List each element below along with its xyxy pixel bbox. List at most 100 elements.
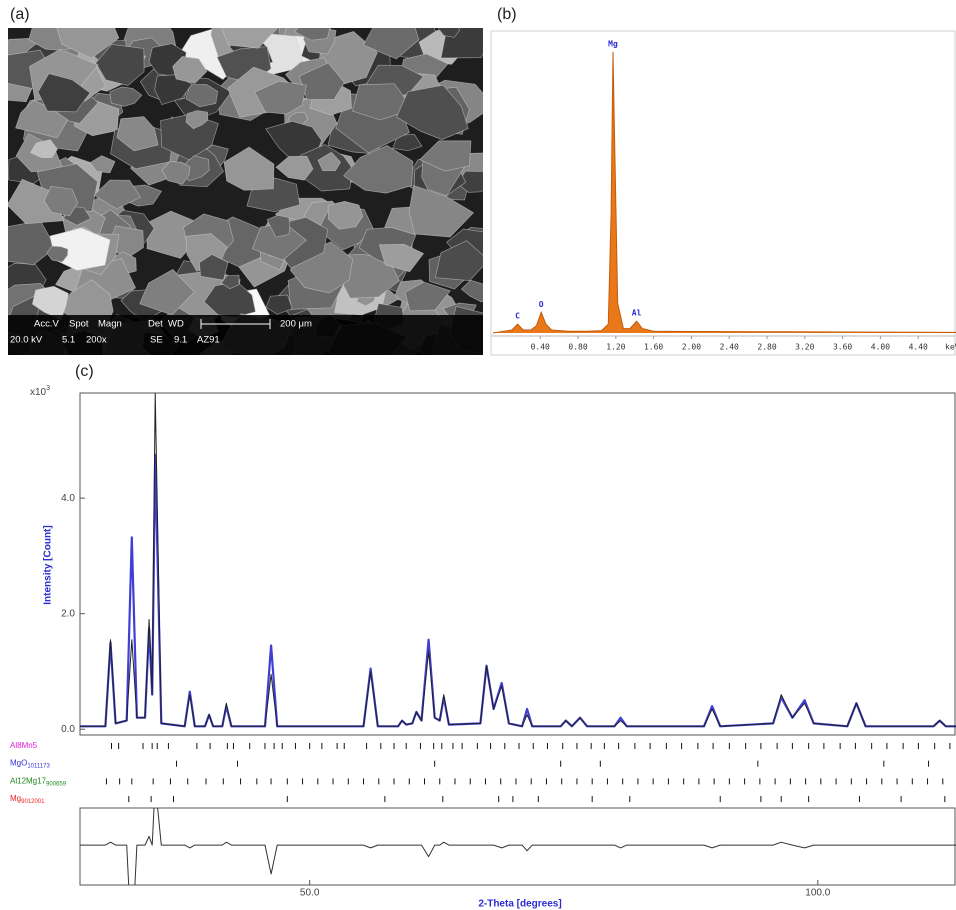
grain [437,28,461,38]
phase-subscript: 9012001 [21,799,45,805]
grain [419,140,472,172]
phase-name: Al8Mn5 [10,741,38,750]
grain [378,243,425,273]
grain [29,139,58,158]
grain [199,253,229,281]
grain [185,84,218,108]
spectrum-line [492,51,956,334]
info-header: WD [168,319,184,330]
x-tick-label: 1.60 [644,343,663,352]
grain [8,220,56,266]
grain [161,161,191,185]
grain [154,74,193,106]
x-tick-label: 3.60 [833,343,852,352]
grain [109,86,143,107]
x-tick-label: 3.20 [795,343,814,352]
grain [396,84,469,140]
x-tick-label: 0.80 [568,343,587,352]
grain [404,281,451,312]
grain [460,279,483,303]
phase-name: Mg [10,794,21,803]
phase-label: Mg9012001 [10,794,45,804]
grain [139,269,195,316]
y-multiplier-base: x10 [30,387,47,398]
x-axis-label: 2-Theta [degrees] [478,899,561,910]
grain [434,240,483,281]
info-value: 20.0 kV [10,335,43,346]
grain [265,120,322,161]
peak-label: O [539,300,544,309]
info-value: SE [150,335,163,346]
info-value: AZ91 [197,335,220,346]
grain [221,28,279,49]
y-multiplier: x103 [30,385,50,398]
grain [116,116,159,152]
grain [343,145,414,194]
grain [95,44,145,86]
info-header: Magn [98,319,122,330]
x-tick-label: 4.40 [909,343,928,352]
y-tick-label: 2.0 [61,608,75,619]
x-axis-label: keV [945,343,956,352]
grain [89,155,116,174]
y-multiplier-exponent: 3 [46,385,50,392]
grain [294,28,331,41]
grain [56,28,120,59]
x-tick-label: 4.00 [871,343,890,352]
grain [362,28,420,60]
scale-bar-label: 200 μm [280,319,312,330]
grain [456,170,483,193]
eds-frame [490,30,956,356]
grain [266,214,291,238]
x-tick-label: 2.00 [682,343,701,352]
panel-label: (b) [497,6,517,23]
peak-label: C [515,312,520,321]
panel-label: (a) [10,6,30,23]
grain [15,99,69,139]
scale-bar [200,319,271,329]
grain [392,134,423,152]
x-tick-label: 2.40 [720,343,739,352]
peak-label: Al [632,309,642,318]
grain [317,151,342,172]
plots: 0.40 0.80 1.20 1.60 2.00 2.40 2.80 3.20 3.60 4.00… [10,39,956,910]
phase-subscript: 900659 [46,781,67,787]
y-tick-label: 4.0 [61,493,75,504]
grain [223,146,275,191]
info-value: 200x [86,335,107,346]
info-header: Det [148,319,163,330]
x-tick-label: 2.80 [757,343,776,352]
grain [351,83,414,121]
peak-label: Mg [608,39,618,48]
panel-label: (c) [75,363,94,380]
grain [185,110,209,130]
phase-label: Al12Mg17900659 [10,777,67,787]
x-tick-label: 100.0 [805,888,830,899]
profile-line [80,393,956,727]
sem-image [8,28,483,355]
info-bar [8,315,483,355]
phase-label: Al8Mn5 [10,741,38,750]
grain [327,200,364,230]
grain [408,185,475,238]
info-value: 9.1 [174,335,187,346]
grain [298,62,345,100]
x-tick-label: 0.40 [531,343,550,352]
y-axis-label: Intensity [Count] [43,525,54,604]
grain [93,179,142,210]
grain [49,227,111,271]
grain [37,73,91,113]
sem-info: Acc.V Spot Magn Det WD 20.0 kV 5.1 200x … [8,315,483,355]
xrd-frame [79,392,956,736]
difference-line [80,808,956,885]
phase-name: Al12Mg17 [10,777,47,786]
grain [265,294,293,315]
phase-subscript: 1011173 [27,763,50,769]
grain [254,80,307,115]
x-tick-label: 50.0 [300,888,320,899]
grain [275,155,314,181]
diff-frame [79,807,956,886]
info-header: Acc.V [34,319,59,330]
phase-name: MgO [10,759,27,768]
difference-plot [80,808,956,885]
